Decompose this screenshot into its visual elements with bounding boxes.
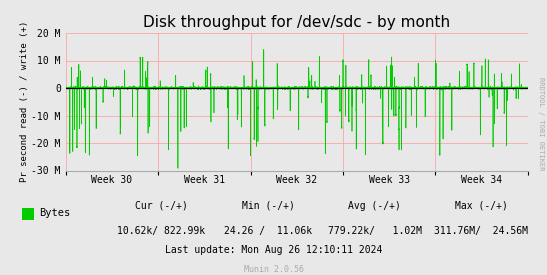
- Text: 779.22k/   1.02M: 779.22k/ 1.02M: [328, 226, 422, 236]
- Text: Avg (-/+): Avg (-/+): [348, 201, 401, 211]
- Text: Last update: Mon Aug 26 12:10:11 2024: Last update: Mon Aug 26 12:10:11 2024: [165, 245, 382, 255]
- Title: Disk throughput for /dev/sdc - by month: Disk throughput for /dev/sdc - by month: [143, 15, 450, 31]
- Text: 24.26 /  11.06k: 24.26 / 11.06k: [224, 226, 312, 236]
- Text: Bytes: Bytes: [39, 208, 71, 218]
- Text: 311.76M/  24.56M: 311.76M/ 24.56M: [434, 226, 528, 236]
- Text: RRDTOOL / TOBI OETIKER: RRDTOOL / TOBI OETIKER: [538, 77, 544, 170]
- Text: Munin 2.0.56: Munin 2.0.56: [243, 265, 304, 274]
- Text: 10.62k/ 822.99k: 10.62k/ 822.99k: [117, 226, 206, 236]
- Y-axis label: Pr second read (-) / write (+): Pr second read (-) / write (+): [20, 21, 28, 182]
- Text: Min (-/+): Min (-/+): [242, 201, 294, 211]
- Text: Max (-/+): Max (-/+): [455, 201, 508, 211]
- Text: Cur (-/+): Cur (-/+): [135, 201, 188, 211]
